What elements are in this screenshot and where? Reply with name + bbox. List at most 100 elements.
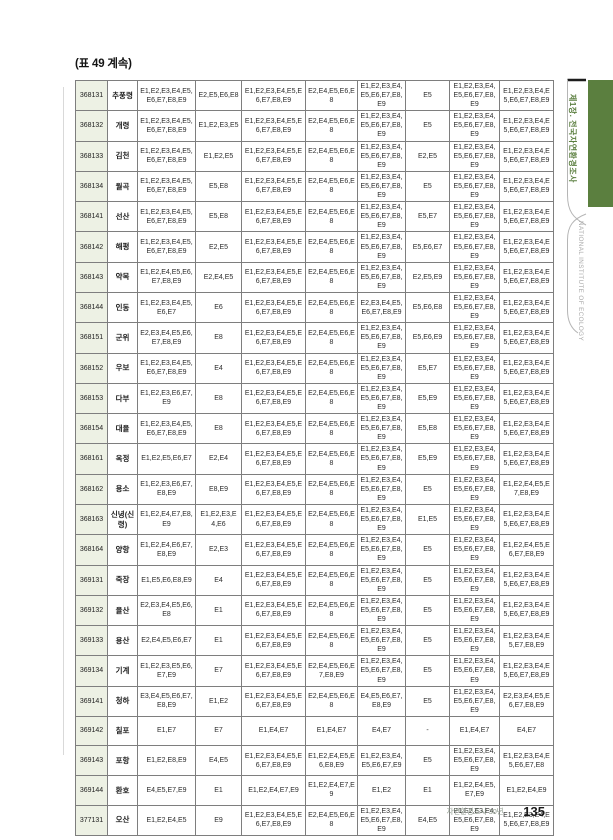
grid-code-cell: 368161 xyxy=(75,443,108,475)
survey-code-cell: E1,E2,E3,E6,E7,E8,E9 xyxy=(137,473,196,505)
survey-code-cell: E2,E3,E4,E5,E6,E7,E8,E9 xyxy=(357,291,406,324)
survey-code-cell: E1,E2,E3,E4,E5,E6,E7,E8,E9 xyxy=(137,79,196,112)
survey-code-cell: E1,E2,E3,E4,E5,E6,E7,E8,E9 xyxy=(357,473,406,505)
grid-code-cell: 368141 xyxy=(75,201,108,233)
survey-code-cell: E1,E2,E3,E4,E5,E6,E7,E8,E9 xyxy=(499,291,554,324)
survey-code-cell: E2,E4,E5,E6,E8 xyxy=(305,804,358,836)
chapter-tab-label: 제1장. 전국자연환경조사 xyxy=(568,94,577,183)
survey-code-cell: E2,E4,E5,E6,E8 xyxy=(305,382,358,415)
survey-code-cell: E1,E5 xyxy=(405,503,450,536)
survey-code-cell: E7 xyxy=(195,655,242,687)
table-row: 368132 개령 E1,E2,E3,E4,E5,E6,E7,E8,E9 E1,E2,… xyxy=(75,110,554,142)
survey-code-cell: E2,E4,E5,E6,E8 xyxy=(305,79,358,112)
grid-code-cell: 368152 xyxy=(75,352,108,384)
survey-code-cell: E1,E2,E3,E4,E5,E6,E7,E8,E9 xyxy=(241,625,306,657)
survey-code-cell: E1,E2,E3,E4,E5,E6,E7,E8,E9 xyxy=(449,110,500,142)
survey-code-cell: E1,E2,E3,E4,E5,E6,E7,E8,E9 xyxy=(499,564,554,596)
survey-code-cell: E1 xyxy=(195,594,242,627)
survey-code-cell: E1,E2,E3,E4,E5,E6,E7,E8,E9 xyxy=(357,503,406,536)
survey-code-cell: E1,E2,E3,E4,E5,E6,E7,E8,E9 xyxy=(357,564,406,596)
survey-code-cell: E2,E3,E4,E5,E6,E8 xyxy=(137,594,196,627)
survey-code-cell: E1,E2,E4,E5,E7,E8,E9 xyxy=(499,473,554,505)
survey-code-cell: E5 xyxy=(405,473,450,505)
survey-code-cell: E2,E4,E5,E6,E8 xyxy=(305,534,358,566)
survey-code-cell: E5 xyxy=(405,594,450,627)
survey-code-cell: E1,E4,E7 xyxy=(241,715,306,747)
grid-code-cell: 368131 xyxy=(75,79,108,112)
table-row: 369141 청하 E3,E4,E5,E6,E7,E8,E9 E1,E2 E1,E2,E… xyxy=(75,685,554,717)
survey-code-cell: E1,E2,E4,E9 xyxy=(499,775,554,806)
table-row: 368133 김천 E1,E2,E3,E4,E5,E6,E7,E8,E9 E1,E2,… xyxy=(75,140,554,172)
survey-code-cell: E1,E2 xyxy=(195,685,242,717)
survey-code-cell: E8 xyxy=(195,413,242,445)
survey-code-cell: E2,E4,E5,E6,E8 xyxy=(305,170,358,203)
survey-code-cell: E1,E2,E4,E5,E6,E8,E9 xyxy=(305,745,358,777)
survey-code-cell: E1,E2,E3,E4,E5,E6,E7,E8,E9 xyxy=(357,140,406,172)
survey-code-cell: E1,E2,E3,E4,E5,E6,E7,E8,E9 xyxy=(241,685,306,717)
survey-code-cell: E1,E2,E3,E4,E5,E6,E7,E8,E9 xyxy=(241,79,306,112)
table-row: 368154 대율 E1,E2,E3,E4,E5,E6,E7,E8,E9 E8 E1,E… xyxy=(75,413,554,445)
survey-code-cell: E1,E2,E3,E4,E5,E6,E7,E8,E9 xyxy=(241,655,306,687)
survey-code-cell: E1,E2,E4,E5,E6,E7,E8,E9 xyxy=(137,261,196,293)
survey-code-cell: E1,E2,E3,E4,E5,E6,E7,E8,E9 xyxy=(241,413,306,445)
survey-code-cell: E1,E2,E3,E4,E5,E6,E7,E8,E9 xyxy=(241,443,306,475)
survey-code-cell: E1,E2,E3,E4,E5,E6,E7,E8,E9 xyxy=(449,140,500,172)
left-margin-rule xyxy=(63,87,64,755)
survey-code-cell: E1,E2,E3,E4,E5,E6,E7,E8,E9 xyxy=(241,201,306,233)
survey-code-cell: E1 xyxy=(405,775,450,806)
grid-code-cell: 368142 xyxy=(75,231,108,263)
survey-code-cell: E1,E2,E3,E4,E5,E6,E7,E8,E9 xyxy=(241,473,306,505)
survey-code-cell: E1,E2,E3,E4,E5,E6,E7,E8,E9 xyxy=(137,170,196,203)
survey-code-cell: E8 xyxy=(195,382,242,415)
survey-code-cell: E1,E2,E4,E5,E7,E9 xyxy=(449,775,500,806)
survey-code-cell: E1,E2,E3,E4,E5,E6,E7,E8,E9 xyxy=(137,413,196,445)
survey-code-cell: E2,E4,E5,E6,E8 xyxy=(305,261,358,293)
survey-code-cell: E1,E2,E4,E5,E6,E7,E8,E9 xyxy=(499,534,554,566)
institute-bracket xyxy=(567,213,587,334)
survey-code-cell: E1,E7 xyxy=(137,715,196,747)
survey-code-cell: E1,E2,E3,E4,E5,E6,E7,E8,E9 xyxy=(357,352,406,384)
survey-code-cell: E1,E2,E3,E4,E5,E6,E7,E8,E9 xyxy=(449,443,500,475)
survey-code-cell: E1,E2,E3,E4,E5,E6,E7,E8,E9 xyxy=(241,745,306,777)
survey-code-cell: E2,E4,E5,E6,E8 xyxy=(305,231,358,263)
survey-code-cell: E5 xyxy=(405,655,450,687)
survey-code-cell: E4,E7 xyxy=(357,715,406,747)
survey-code-cell: E1,E2,E3,E4,E5,E6,E7,E8,E9 xyxy=(499,201,554,233)
survey-code-cell: E1,E2,E3,E4,E5,E6,E7,E8,E9 xyxy=(241,231,306,263)
survey-code-cell: E1,E2,E4,E7,E9 xyxy=(241,775,306,806)
survey-code-cell: E5 xyxy=(405,170,450,203)
survey-code-cell: E2,E3 xyxy=(195,534,242,566)
region-name-cell: 용산 xyxy=(107,625,138,657)
survey-code-cell: E1,E2,E3,E4,E5,E7,E8,E9 xyxy=(499,625,554,657)
survey-code-cell: E1,E2,E3,E4,E5,E6,E7,E8,E9 xyxy=(499,382,554,415)
survey-code-cell: E1,E2,E3,E4,E5,E6,E7,E8,E9 xyxy=(449,201,500,233)
survey-code-cell: E1,E2,E3,E4,E5,E6,E7,E8,E9 xyxy=(241,322,306,354)
grid-code-cell: 368162 xyxy=(75,473,108,505)
region-name-cell: 양항 xyxy=(107,534,138,566)
survey-code-cell: E1,E2,E3,E4,E5,E6,E7,E8,E9 xyxy=(449,170,500,203)
survey-code-cell: E5,E8 xyxy=(195,170,242,203)
survey-code-cell: - xyxy=(405,715,450,747)
survey-code-cell: E1 xyxy=(195,625,242,657)
survey-code-cell: E1,E2,E3,E4,E5,E6,E7,E8,E9 xyxy=(449,261,500,293)
survey-code-cell: E5,E8 xyxy=(195,201,242,233)
survey-code-cell: E2,E3,E4,E5,E6,E7,E8,E9 xyxy=(499,685,554,717)
table-row: 377131 오산 E1,E2,E4,E5 E9 E1,E2,E3,E4,E5,E6,E… xyxy=(75,804,554,836)
survey-table-body: 368131 추풍령 E1,E2,E3,E4,E5,E6,E7,E8,E9 E2,E5… xyxy=(75,79,554,836)
region-name-cell: 선산 xyxy=(107,201,138,233)
survey-code-cell: E5 xyxy=(405,110,450,142)
survey-code-cell: E2,E5 xyxy=(405,140,450,172)
region-name-cell: 다부 xyxy=(107,382,138,415)
grid-code-cell: 369143 xyxy=(75,745,108,777)
survey-code-cell: E1,E2,E3,E4,E5,E6,E7,E8,E9 xyxy=(449,352,500,384)
survey-code-cell: E1,E2,E3,E4,E6 xyxy=(195,503,242,536)
survey-code-cell: E1,E2,E3,E4,E5,E6,E7,E8,E9 xyxy=(499,804,554,836)
survey-code-cell: E2,E4,E5,E6,E8 xyxy=(305,291,358,324)
region-name-cell: 환호 xyxy=(107,775,138,806)
survey-code-cell: E1,E2,E3,E4,E5,E6,E7,E8,E9 xyxy=(357,110,406,142)
region-name-cell: 죽장 xyxy=(107,564,138,596)
survey-code-cell: E1,E2,E3,E4,E5,E6,E7,E8,E9 xyxy=(449,655,500,687)
survey-code-cell: E1,E2,E3,E4,E5,E6,E7,E8,E9 xyxy=(357,804,406,836)
grid-code-cell: 368154 xyxy=(75,413,108,445)
table-row: 368163 신녕(신령) E1,E2,E4,E7,E8,E9 E1,E2,E3,E4… xyxy=(75,503,554,536)
